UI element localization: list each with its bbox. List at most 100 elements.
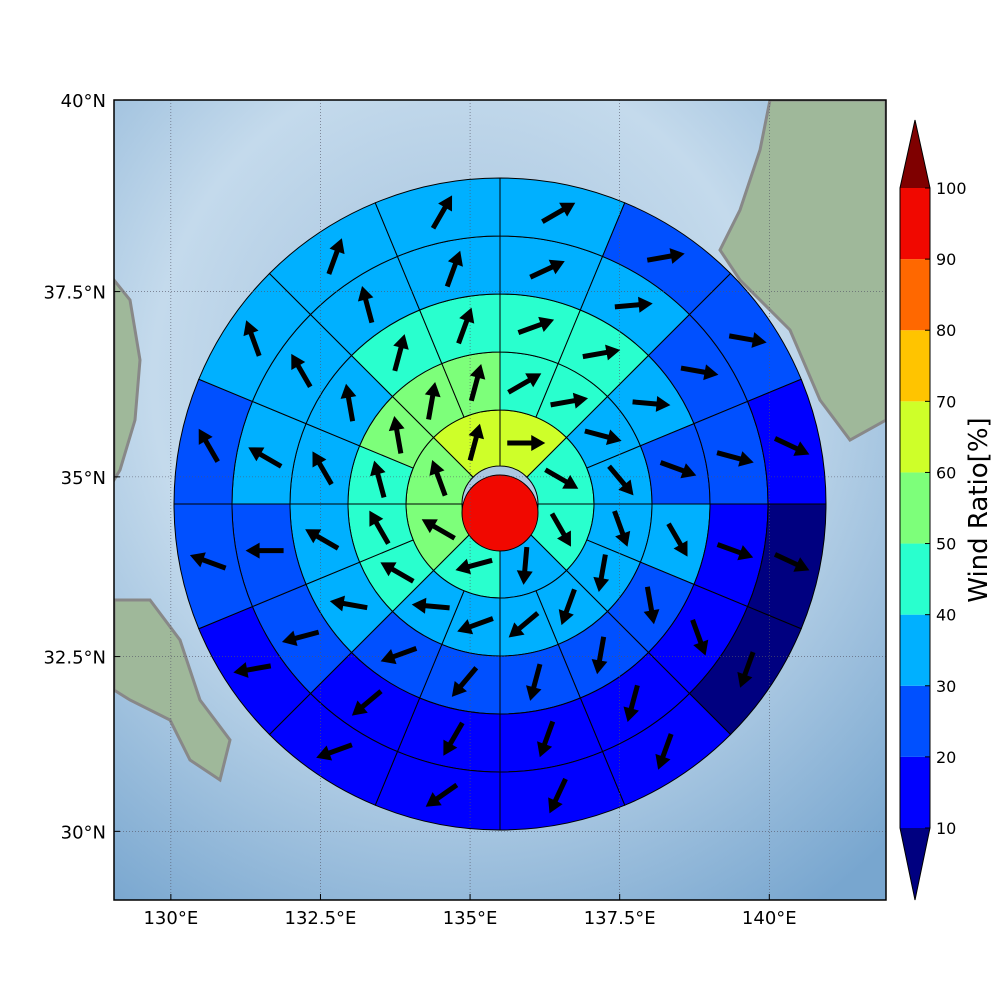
colorbar-over [900, 120, 930, 188]
wind-arrow [541, 202, 576, 224]
colorbar-tick-label: 40 [936, 606, 956, 625]
wind-arrow [737, 651, 756, 688]
wind-arrow [424, 382, 441, 420]
wind-arrow [548, 777, 568, 814]
colorbar-bin [900, 472, 930, 544]
wind-arrow [716, 542, 754, 561]
wind-arrow [421, 519, 456, 541]
wind-arrow [312, 451, 334, 486]
wind-arrow [455, 557, 493, 575]
colorbar-bin [900, 330, 930, 402]
land-kyushu [114, 598, 232, 783]
wind-arrow [370, 460, 387, 499]
wind-arrow [537, 720, 556, 758]
colorbar-bin [900, 756, 930, 828]
y-tick-label: 37.5°N [43, 283, 106, 304]
wind-arrow [444, 250, 463, 288]
colorbar-tick-label: 80 [936, 321, 956, 340]
wind-arrow [550, 392, 589, 409]
y-tick-label: 40°N [61, 91, 106, 112]
colorbar-tick-label: 100 [936, 179, 967, 198]
wind-arrow [526, 663, 543, 701]
wind-arrow [529, 259, 565, 280]
wind-arrow [357, 285, 375, 324]
wind-arrow [507, 373, 542, 395]
wind-arrow [690, 619, 709, 656]
colorbar-bin [900, 188, 930, 260]
center-cell [461, 474, 539, 552]
wind-arrow [392, 334, 409, 372]
wind-arrow [666, 522, 688, 557]
wind-arrow [305, 529, 340, 551]
grid [114, 99, 886, 900]
land-honshu [718, 100, 886, 442]
colorbar-bin [900, 543, 930, 615]
colorbar-under [900, 828, 930, 900]
colorbar-bin [900, 259, 930, 331]
wind-arrow [468, 364, 486, 402]
wind-arrow [643, 586, 660, 625]
colorbar-label: Wind Ratio[%] [964, 417, 994, 602]
wind-arrow [582, 344, 621, 361]
wind-arrow [380, 645, 418, 665]
wind-arrows [189, 195, 810, 814]
wind-arrow [680, 364, 719, 381]
wind-arrow [380, 562, 415, 584]
wind-arrow [430, 195, 453, 230]
colorbar-tick-label: 60 [936, 463, 956, 482]
wind-arrow [591, 636, 608, 675]
wind-arrow [716, 450, 754, 467]
wind-arrow [316, 742, 353, 761]
x-tick-label: 135°E [443, 908, 498, 929]
wind-arrow [593, 554, 610, 593]
wind-arrow [233, 662, 272, 678]
wind-arrow [388, 415, 405, 454]
wind-arrow [425, 782, 459, 807]
wind-arrow [607, 464, 634, 496]
wind-arrow [507, 435, 546, 452]
wind-arrow [558, 588, 577, 626]
wind-arrow [516, 546, 533, 585]
colorbar-bin [900, 401, 930, 473]
wind-arrow [456, 307, 475, 345]
wind-arrow [369, 510, 391, 545]
wind-arrow [340, 383, 357, 422]
wind-arrow [457, 616, 494, 635]
wind-cells [173, 177, 827, 831]
colorbar-bin [900, 614, 930, 686]
wind-arrow [411, 597, 450, 614]
wind-arrow [451, 666, 479, 697]
wind-arrow [517, 316, 555, 335]
wind-arrow [443, 721, 465, 756]
colorbar-bin [900, 685, 930, 757]
wind-arrow [326, 238, 345, 275]
wind-arrow [243, 320, 262, 357]
y-tick-label: 35°N [61, 468, 106, 489]
wind-arrow [281, 629, 320, 647]
colorbar-tick-label: 30 [936, 677, 956, 696]
wind-arrow [549, 512, 571, 547]
wind-arrow [329, 595, 368, 612]
wind-arrow [728, 332, 767, 348]
colorbar-tick-label: 20 [936, 748, 956, 767]
y-tick-label: 30°N [61, 822, 106, 843]
plot-frame [113, 99, 887, 901]
wind-arrow [584, 428, 622, 445]
wind-arrow [291, 353, 313, 389]
colorbar-tick-label: 50 [936, 535, 956, 554]
wind-arrow [198, 428, 220, 463]
x-tick-label: 137.5°E [584, 908, 656, 929]
x-tick-label: 130°E [143, 908, 198, 929]
wind-arrow [351, 689, 383, 716]
x-tick-label: 132.5°E [285, 908, 357, 929]
wind-arrow [655, 733, 674, 770]
wind-arrow [659, 460, 697, 479]
wind-arrow [773, 436, 810, 456]
colorbar: 10 20 30 40 50 60 70 80 90 100 [899, 119, 967, 901]
y-tick-label: 32.5°N [43, 648, 106, 669]
colorbar-tick-label: 70 [936, 392, 956, 411]
wind-arrow [632, 395, 671, 412]
colorbar-tick-label: 90 [936, 250, 956, 269]
wind-arrow [773, 552, 810, 572]
